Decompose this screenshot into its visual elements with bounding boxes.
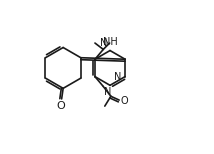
Text: N: N <box>104 87 111 97</box>
Text: O: O <box>56 101 65 111</box>
Text: NH: NH <box>103 37 117 47</box>
Text: N: N <box>100 38 107 48</box>
Text: O: O <box>120 96 128 106</box>
Text: N: N <box>114 72 122 82</box>
